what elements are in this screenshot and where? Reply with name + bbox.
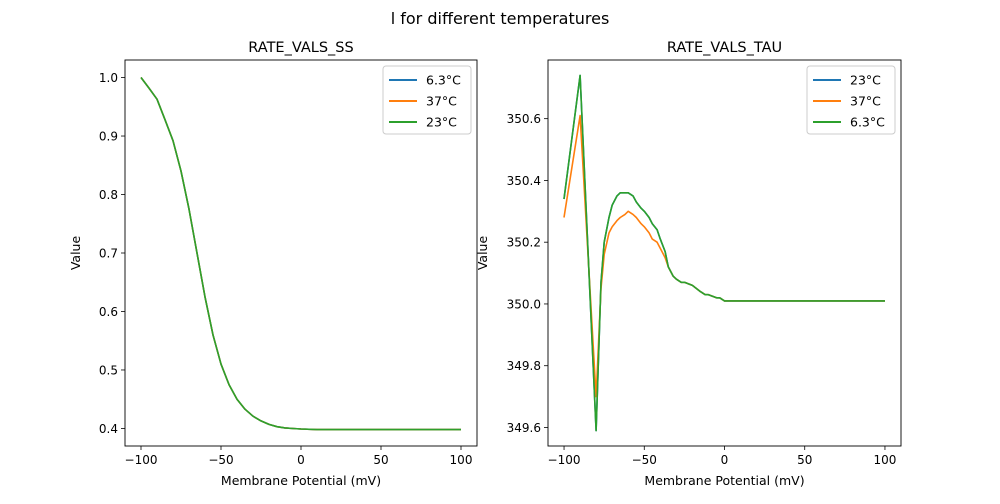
y-tick-label: 0.8 <box>99 188 118 202</box>
y-axis-label: Value <box>68 236 83 271</box>
series-line-1 <box>563 114 885 398</box>
legend-label: 37°C <box>850 94 881 109</box>
legend-frame <box>806 65 896 135</box>
x-tick-label: −50 <box>632 453 657 467</box>
y-tick-label: 350.4 <box>507 174 541 188</box>
y-tick-label: 0.4 <box>99 422 118 436</box>
x-tick-label: 100 <box>450 453 473 467</box>
y-tick-label: 350.6 <box>507 112 541 126</box>
y-tick-label: 349.6 <box>507 421 541 435</box>
axes-rate-vals-tau: RATE_VALS_TAU −100 −50 0 50 100 349.6 349.8 350.… <box>475 40 902 488</box>
y-tick-label: 349.8 <box>507 359 541 373</box>
axes-title: RATE_VALS_TAU <box>667 40 782 56</box>
x-axis-label: Membrane Potential (mV) <box>644 473 804 488</box>
y-tick-label: 0.6 <box>99 305 118 319</box>
x-tick-label: −100 <box>548 453 581 467</box>
figure-suptitle: l for different temperatures <box>391 9 610 28</box>
x-axis-label: Membrane Potential (mV) <box>221 473 381 488</box>
x-tick-label: 50 <box>373 453 388 467</box>
series-line-2 <box>563 74 885 432</box>
legend-label: 37°C <box>426 94 457 109</box>
x-tick-label: 0 <box>297 453 305 467</box>
legend: 6.3°C 37°C 23°C <box>382 65 472 135</box>
x-tick-label: 100 <box>874 453 897 467</box>
legend-label: 23°C <box>850 73 881 88</box>
legend-label: 6.3°C <box>426 73 461 88</box>
axes-rate-vals-ss: RATE_VALS_SS −100 −50 0 50 100 0.4 0.5 0.6 0.7 0.8… <box>68 40 478 488</box>
y-tick-label: 350.2 <box>507 236 541 250</box>
y-tick-label: 1.0 <box>99 71 118 85</box>
legend-label: 6.3°C <box>850 115 885 130</box>
y-tick-label: 350.0 <box>507 297 541 311</box>
series-line-2 <box>140 77 461 431</box>
y-axis-label: Value <box>475 236 490 271</box>
legend-frame <box>382 65 472 135</box>
x-tick-label: −100 <box>125 453 158 467</box>
y-tick-label: 0.5 <box>99 363 118 377</box>
y-tick-label: 0.9 <box>99 130 118 144</box>
legend: 23°C 37°C 6.3°C <box>806 65 896 135</box>
x-tick-label: 50 <box>797 453 812 467</box>
y-tick-label: 0.7 <box>99 247 118 261</box>
legend-label: 23°C <box>426 115 457 130</box>
x-tick-label: −50 <box>208 453 233 467</box>
axes-title: RATE_VALS_SS <box>248 40 353 56</box>
x-tick-label: 0 <box>721 453 729 467</box>
